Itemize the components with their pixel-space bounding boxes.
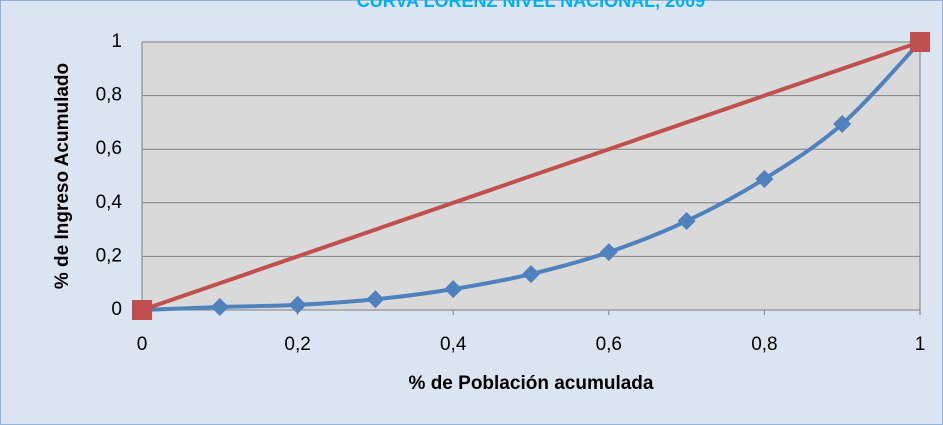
y-axis-title: % de Ingreso Acumulado xyxy=(52,63,73,289)
y-tick-label: 0,2 xyxy=(96,245,122,266)
point-marker xyxy=(599,243,618,262)
y-tick-label: 0,4 xyxy=(96,192,123,213)
point-marker xyxy=(755,169,774,188)
point-marker xyxy=(677,212,696,231)
point-marker xyxy=(288,295,307,314)
series-line xyxy=(141,40,922,312)
point-marker xyxy=(366,290,385,309)
y-tick-label: 1 xyxy=(111,31,122,52)
point-marker xyxy=(132,300,152,320)
x-tick-label: 0,6 xyxy=(596,334,622,355)
series-line xyxy=(141,40,921,312)
x-tick-label: 0,4 xyxy=(440,334,467,355)
x-tick-label: 1 xyxy=(915,334,926,355)
point-marker xyxy=(833,115,852,134)
point-marker xyxy=(444,280,463,299)
y-tick-label: 0 xyxy=(111,299,122,320)
point-marker xyxy=(210,298,229,317)
chart-title: CURVA LORENZ NIVEL NACIONAL, 2009 xyxy=(357,0,705,11)
point-marker xyxy=(522,265,540,284)
x-tick-label: 0,2 xyxy=(284,334,310,355)
x-tick-label: 0,8 xyxy=(751,334,777,355)
point-marker xyxy=(910,32,930,52)
x-tick-label: 0 xyxy=(137,334,148,355)
y-tick-label: 0,6 xyxy=(96,138,122,159)
x-axis-title: % de Población acumulada xyxy=(409,373,654,394)
y-tick-label: 0,8 xyxy=(96,85,122,106)
